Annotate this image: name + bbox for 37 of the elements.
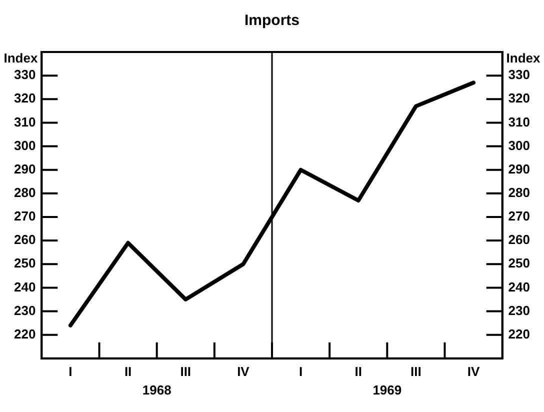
y2-tick-label: 240	[508, 279, 530, 294]
x-tick-label: I	[68, 364, 72, 379]
y2-axis-title: Index	[506, 50, 542, 66]
y2-tick-label: 320	[508, 90, 530, 106]
x-tick-label: II	[124, 364, 132, 379]
y-tick-label: 250	[14, 256, 36, 271]
x-tick-label: I	[298, 364, 303, 379]
y2-tick-label: 310	[508, 114, 530, 130]
y2-tick-label: 220	[508, 326, 530, 342]
y2-tick-label: 260	[508, 232, 530, 248]
y-tick-label: 260	[14, 232, 36, 248]
x-tick-label: II	[354, 364, 362, 379]
y-tick-label: 320	[14, 90, 36, 106]
y-tick-label: 330	[14, 67, 36, 82]
text: 1968	[142, 382, 172, 398]
y-axis-title: Index	[4, 50, 38, 66]
y2-tick-label: 230	[508, 302, 530, 318]
y-tick-label: 290	[14, 161, 36, 176]
chart-title: Imports	[244, 12, 300, 30]
y2-tick-label: 250	[508, 256, 530, 271]
y-tick-label: 280	[14, 184, 36, 200]
y2-tick-label: 270	[508, 208, 530, 224]
y-tick-label: 230	[14, 302, 36, 318]
y2-tick-label: 290	[508, 161, 530, 176]
x-tick-label: III	[410, 364, 422, 379]
y-tick-label: 310	[14, 114, 36, 130]
text: 1969	[372, 382, 402, 398]
y2-tick-label: 330	[508, 67, 530, 82]
x-tick-label: IV	[467, 364, 480, 379]
y-tick-label: 240	[14, 279, 36, 294]
y-tick-label: 220	[14, 326, 36, 342]
y-tick-label: 270	[14, 208, 36, 224]
y2-tick-label: 280	[508, 184, 530, 200]
x-tick-label: IV	[237, 364, 250, 379]
y2-tick-label: 300	[508, 138, 530, 153]
y-tick-label: 300	[14, 138, 36, 153]
x-tick-label: III	[180, 364, 192, 379]
